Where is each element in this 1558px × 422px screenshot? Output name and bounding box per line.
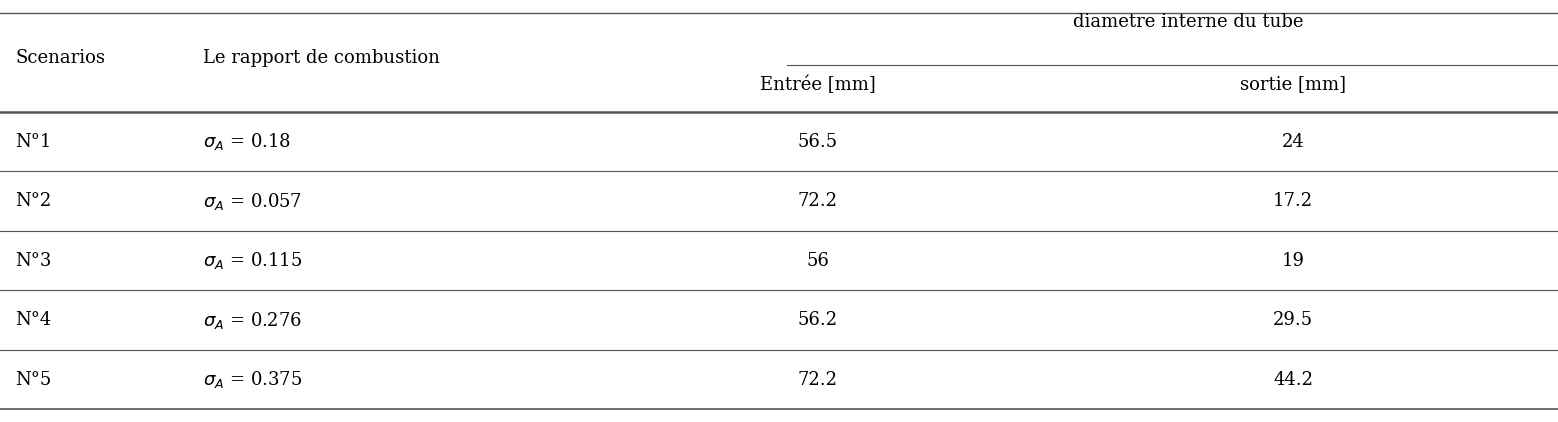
Text: 72.2: 72.2 <box>798 192 838 210</box>
Text: $\sigma_A$ = 0.276: $\sigma_A$ = 0.276 <box>203 310 302 330</box>
Text: N°4: N°4 <box>16 311 51 329</box>
Text: $\sigma_A$ = 0.115: $\sigma_A$ = 0.115 <box>203 250 302 271</box>
Text: N°5: N°5 <box>16 371 51 389</box>
Text: N°2: N°2 <box>16 192 51 210</box>
Text: N°1: N°1 <box>16 133 51 151</box>
Text: 17.2: 17.2 <box>1273 192 1313 210</box>
Text: 19: 19 <box>1282 252 1304 270</box>
Text: 24: 24 <box>1282 133 1304 151</box>
Text: $\sigma_A$ = 0.375: $\sigma_A$ = 0.375 <box>203 369 302 390</box>
Text: 29.5: 29.5 <box>1273 311 1313 329</box>
Text: $\sigma_A$ = 0.057: $\sigma_A$ = 0.057 <box>203 191 301 211</box>
Text: sortie [mm]: sortie [mm] <box>1240 76 1346 93</box>
Text: N°3: N°3 <box>16 252 51 270</box>
Text: 44.2: 44.2 <box>1273 371 1313 389</box>
Text: 56: 56 <box>807 252 829 270</box>
Text: diametre interne du tube: diametre interne du tube <box>1073 13 1302 31</box>
Text: Le rapport de combustion: Le rapport de combustion <box>203 49 439 67</box>
Text: 56.2: 56.2 <box>798 311 838 329</box>
Text: Entrée [mm]: Entrée [mm] <box>760 75 876 94</box>
Text: 56.5: 56.5 <box>798 133 838 151</box>
Text: Scenarios: Scenarios <box>16 49 106 67</box>
Text: 72.2: 72.2 <box>798 371 838 389</box>
Text: $\sigma_A$ = 0.18: $\sigma_A$ = 0.18 <box>203 131 290 152</box>
